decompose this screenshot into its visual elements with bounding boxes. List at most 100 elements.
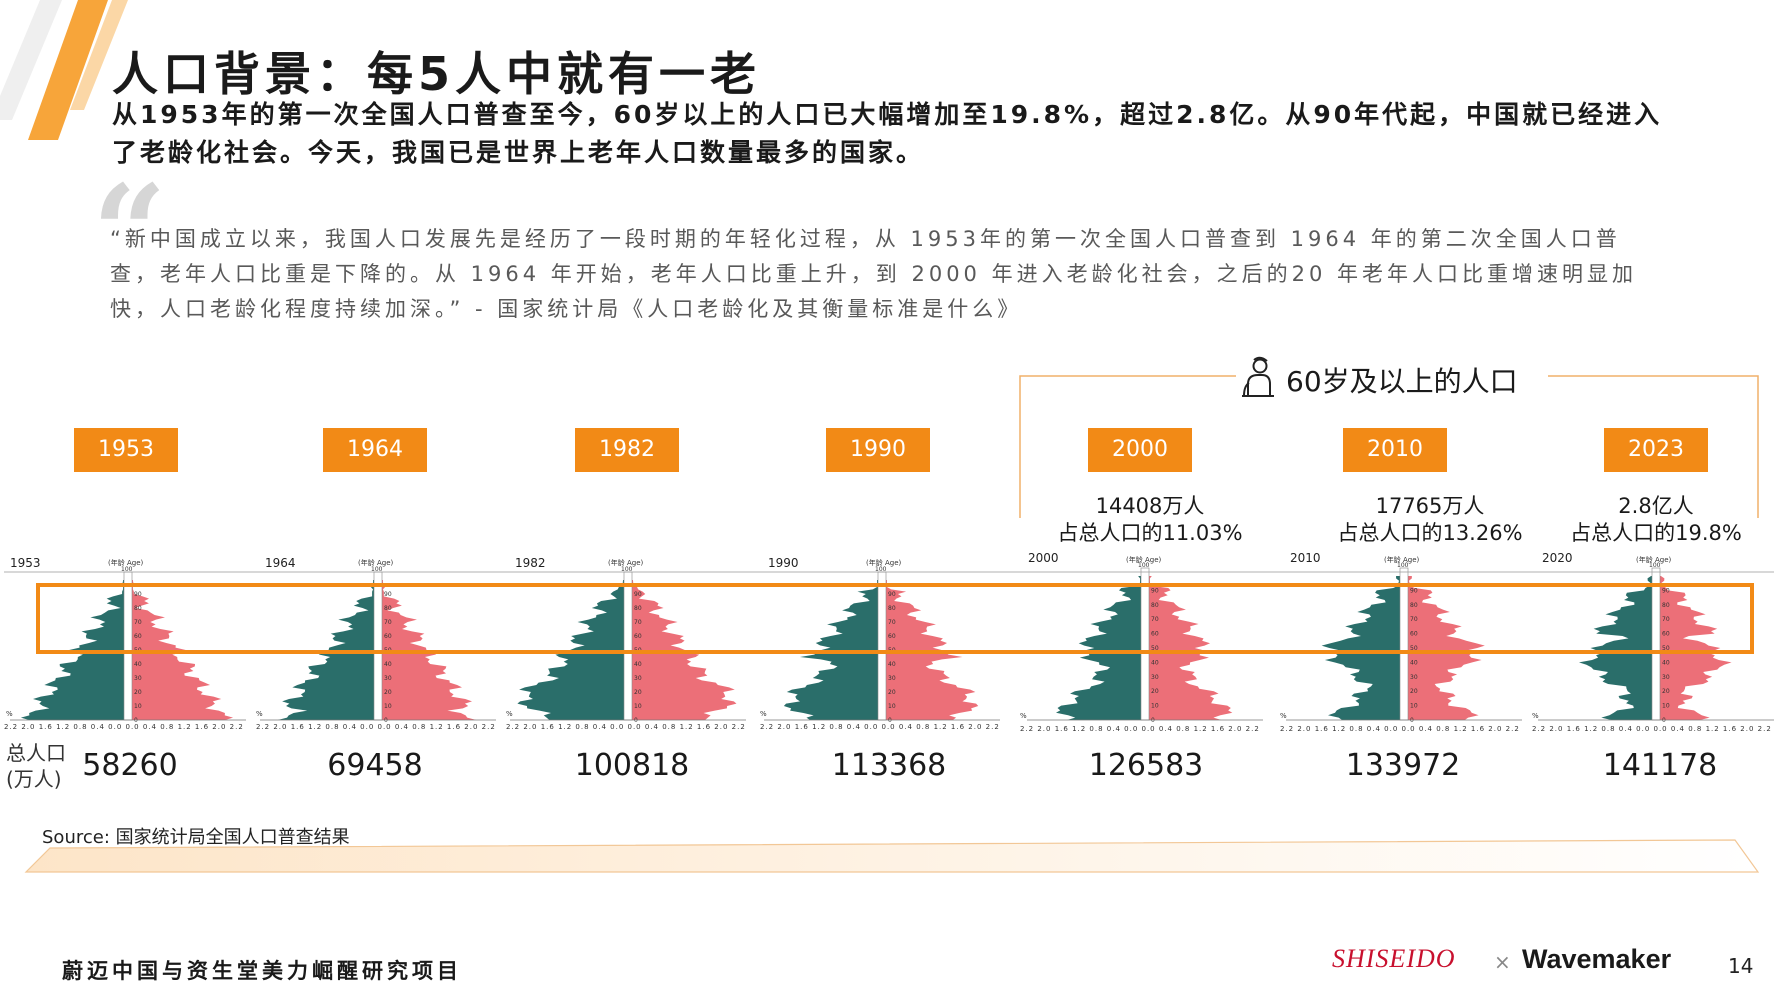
age-tick-2-100: 100: [621, 566, 633, 573]
pyramid-year-1982: 1982: [515, 556, 546, 570]
pct-symbol-1990: %: [760, 710, 767, 718]
stat-2023: 2.8亿人 占总人口的19.8%: [1546, 493, 1766, 547]
pct-ticks-1990: 2.2 2.0 1.6 1.2 0.8 0.4 0.0 0.0 0.4 0.8 …: [760, 723, 1000, 731]
age-tick-5-80: 80: [1410, 602, 1418, 609]
pyramid-female-2: [632, 580, 737, 720]
brand-separator: ×: [1494, 950, 1511, 974]
total-2023: 141178: [1602, 748, 1718, 783]
age-tick-4-70: 70: [1151, 616, 1159, 623]
pyramid-axis-6: [1651, 567, 1661, 721]
age-tick-1-80: 80: [384, 605, 392, 612]
total-2010: 133972: [1345, 748, 1461, 783]
age-tick-4-80: 80: [1151, 602, 1159, 609]
elderly-section-title: 60岁及以上的人口: [1286, 365, 1518, 398]
pct-symbol-2020: %: [1532, 712, 1539, 720]
pct-symbol-1982: %: [506, 710, 513, 718]
total-2000: 126583: [1088, 748, 1204, 783]
age-tick-5-60: 60: [1410, 631, 1418, 638]
age-tick-6-60: 60: [1662, 631, 1670, 638]
age-tick-0-0: 0: [134, 717, 138, 724]
pyramid-female-3: [886, 580, 979, 720]
age-tick-5-90: 90: [1410, 587, 1418, 594]
age-tick-1-10: 10: [384, 703, 392, 710]
age-tick-4-100: 100: [1138, 562, 1150, 569]
age-tick-0-70: 70: [134, 619, 142, 626]
stat-2000-count: 14408万人: [1095, 494, 1205, 518]
pyramid-year-2010: 2010: [1290, 551, 1321, 565]
age-tick-6-10: 10: [1662, 703, 1670, 710]
pct-ticks-2010: 2.2 2.0 1.6 1.2 0.8 0.4 0.0 0.0 0.4 0.8 …: [1280, 725, 1520, 733]
age-tick-0-60: 60: [134, 633, 142, 640]
pct-symbol-1964: %: [256, 710, 263, 718]
age-tick-3-70: 70: [888, 619, 896, 626]
total-label-line1: 总人口: [6, 741, 66, 765]
age-tick-6-20: 20: [1662, 688, 1670, 695]
age-tick-4-10: 10: [1151, 703, 1159, 710]
age-tick-1-20: 20: [384, 689, 392, 696]
age-tick-6-30: 30: [1662, 674, 1670, 681]
pyramid-male-5: [1321, 576, 1400, 720]
total-label-line2: (万人): [6, 767, 62, 791]
age-tick-6-50: 50: [1662, 645, 1670, 652]
age-tick-3-40: 40: [888, 661, 896, 668]
quote-text: “新中国成立以来，我国人口发展先是经历了一段时期的年轻化过程，从 1953年的第…: [110, 227, 1637, 321]
year-box-1953: 1953: [74, 428, 178, 472]
pct-ticks-1964: 2.2 2.0 1.6 1.2 0.8 0.4 0.0 0.0 0.4 0.8 …: [256, 723, 496, 731]
pyramid-year-1964: 1964: [265, 556, 296, 570]
page-number: 14: [1728, 954, 1754, 978]
age-tick-5-70: 70: [1410, 616, 1418, 623]
age-tick-4-60: 60: [1151, 631, 1159, 638]
age-tick-6-90: 90: [1662, 587, 1670, 594]
pyramid-axis-3: [877, 571, 887, 721]
age-tick-3-80: 80: [888, 605, 896, 612]
age-tick-1-100: 100: [371, 566, 383, 573]
age-tick-1-30: 30: [384, 675, 392, 682]
stat-2000: 14408万人 占总人口的11.03%: [1040, 493, 1260, 547]
age-tick-4-20: 20: [1151, 688, 1159, 695]
year-box-1964: 1964: [323, 428, 427, 472]
stat-2000-share: 占总人口的11.03%: [1057, 521, 1243, 545]
total-1964: 69458: [327, 748, 423, 783]
age-tick-6-80: 80: [1662, 602, 1670, 609]
pct-ticks-1953: 2.2 2.0 1.6 1.2 0.8 0.4 0.0 0.0 0.4 0.8 …: [4, 723, 244, 731]
age-tick-1-90: 90: [384, 591, 392, 598]
pct-symbol-2010: %: [1280, 712, 1287, 720]
age-tick-0-30: 30: [134, 675, 142, 682]
age-tick-6-40: 40: [1662, 659, 1670, 666]
year-box-1990: 1990: [826, 428, 930, 472]
pyramid-year-1953: 1953: [10, 556, 41, 570]
age-tick-2-60: 60: [634, 633, 642, 640]
stat-2010-count: 17765万人: [1375, 494, 1485, 518]
age-tick-2-90: 90: [634, 591, 642, 598]
pyramid-male-3: [783, 580, 878, 720]
source-note: Source: 国家统计局全国人口普查结果: [42, 827, 350, 848]
total-1990: 113368: [831, 748, 947, 783]
age-tick-0-20: 20: [134, 689, 142, 696]
age-tick-2-40: 40: [634, 661, 642, 668]
age-tick-6-100: 100: [1649, 562, 1661, 569]
wavemaker-logo: Wavemaker: [1522, 944, 1672, 974]
stat-2010-share: 占总人口的13.26%: [1337, 521, 1523, 545]
pyramid-axis-0: [123, 571, 133, 721]
age-tick-2-0: 0: [634, 717, 638, 724]
age-tick-1-40: 40: [384, 661, 392, 668]
age-tick-2-30: 30: [634, 675, 642, 682]
age-tick-5-10: 10: [1410, 703, 1418, 710]
age-tick-1-50: 50: [384, 647, 392, 654]
pyramid-axis-title-1982: (年龄 Age): [608, 559, 644, 567]
age-tick-1-0: 0: [384, 717, 388, 724]
age-tick-2-70: 70: [634, 619, 642, 626]
pyramid-axis-2: [623, 571, 633, 721]
age-tick-0-80: 80: [134, 605, 142, 612]
age-tick-6-0: 0: [1662, 717, 1666, 724]
age-tick-4-0: 0: [1151, 717, 1155, 724]
pyramid-axis-1: [373, 571, 383, 721]
pct-ticks-1982: 2.2 2.0 1.6 1.2 0.8 0.4 0.0 0.0 0.4 0.8 …: [506, 723, 746, 731]
age-tick-3-60: 60: [888, 633, 896, 640]
pct-ticks-2020: 2.2 2.0 1.6 1.2 0.8 0.4 0.0 0.0 0.4 0.8 …: [1532, 725, 1772, 733]
age-tick-5-0: 0: [1410, 717, 1414, 724]
pct-symbol-2000: %: [1020, 712, 1027, 720]
quote-mark-icon: “: [92, 156, 167, 309]
pyramid-female-5: [1408, 576, 1485, 720]
age-tick-3-10: 10: [888, 703, 896, 710]
